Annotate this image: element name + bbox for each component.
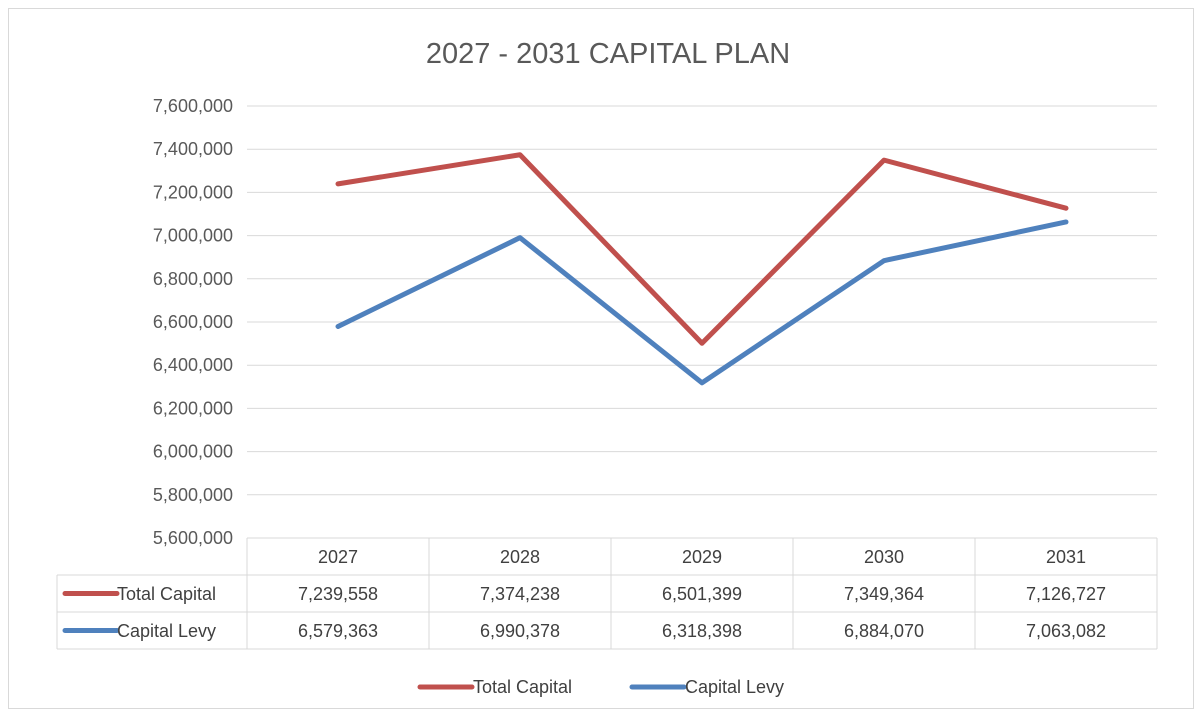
table-value: 6,501,399 [662, 584, 742, 604]
y-tick-label: 6,000,000 [153, 442, 233, 462]
series-lines [335, 152, 1069, 386]
table-value: 6,579,363 [298, 621, 378, 641]
x-category-label: 2029 [682, 547, 722, 567]
table-value: 7,126,727 [1026, 584, 1106, 604]
y-tick-label: 5,800,000 [153, 485, 233, 505]
chart-title: 2027 - 2031 CAPITAL PLAN [426, 38, 790, 70]
y-tick-label: 7,600,000 [153, 96, 233, 116]
y-tick-label: 6,600,000 [153, 312, 233, 332]
x-category-label: 2030 [864, 547, 904, 567]
legend-label: Total Capital [473, 677, 572, 697]
line-chart: 2027 - 2031 CAPITAL PLAN 5,600,000 5,800,… [56, 38, 1158, 697]
y-axis-tick-labels: 5,600,000 5,800,000 6,000,000 6,200,000 6,40… [153, 96, 233, 548]
chart-frame: 2027 - 2031 CAPITAL PLAN 5,600,000 5,800,… [8, 8, 1194, 709]
y-tick-label: 6,400,000 [153, 355, 233, 375]
legend: Total Capital Capital Levy [417, 677, 784, 697]
table-value: 6,318,398 [662, 621, 742, 641]
table-value: 7,349,364 [844, 584, 924, 604]
table-value: 6,884,070 [844, 621, 924, 641]
data-table: 2027 2028 2029 2030 2031 Total Capital 7,239,5… [56, 537, 1158, 650]
table-value: 7,239,558 [298, 584, 378, 604]
table-value: 7,063,082 [1026, 621, 1106, 641]
legend-label: Capital Levy [685, 677, 784, 697]
table-value: 7,374,238 [480, 584, 560, 604]
table-series-name: Total Capital [117, 584, 216, 604]
y-tick-label: 7,200,000 [153, 182, 233, 202]
y-tick-label: 7,000,000 [153, 226, 233, 246]
gridlines [247, 105, 1157, 496]
y-tick-label: 6,800,000 [153, 269, 233, 289]
x-category-label: 2027 [318, 547, 358, 567]
y-tick-label: 6,200,000 [153, 398, 233, 418]
x-category-label: 2028 [500, 547, 540, 567]
series-line [335, 152, 1069, 346]
table-series-name: Capital Levy [117, 621, 216, 641]
y-tick-label: 7,400,000 [153, 139, 233, 159]
table-value: 6,990,378 [480, 621, 560, 641]
series-line [335, 219, 1069, 386]
x-category-label: 2031 [1046, 547, 1086, 567]
y-tick-label: 5,600,000 [153, 528, 233, 548]
